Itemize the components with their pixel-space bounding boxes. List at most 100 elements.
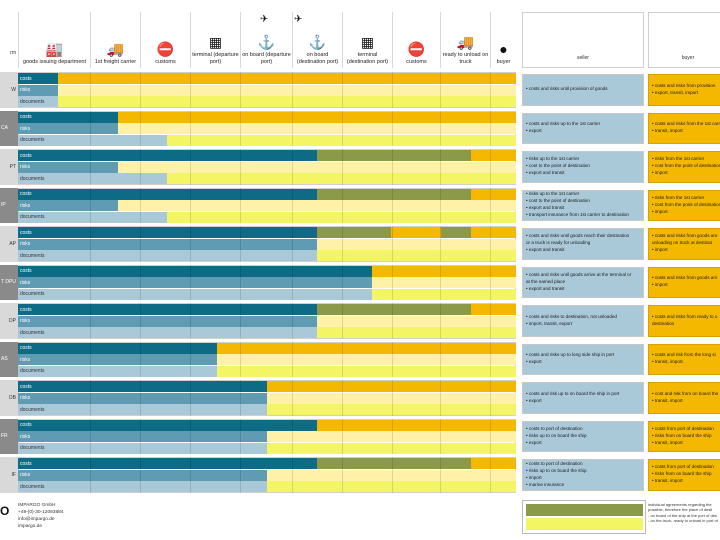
- column-header-label: customs: [155, 58, 176, 65]
- legend-documents-swatch: [526, 518, 643, 530]
- column-divider: [342, 341, 343, 377]
- column-divider: [190, 303, 191, 339]
- column-divider: [140, 303, 141, 339]
- column-divider: [292, 303, 293, 339]
- column-divider: [342, 110, 343, 146]
- anchor-icon: ⚓: [308, 34, 327, 51]
- obligation-line: • risks from on board the ship: [652, 471, 712, 477]
- seller-obligations: • costs and risks until provision of goo…: [522, 74, 644, 106]
- risks-bar-label: risks: [20, 433, 31, 440]
- column-divider: [140, 226, 141, 262]
- obligation-line: • transport insurance from 1st carrier t…: [526, 212, 629, 218]
- obligation-line: unloading on truck at destinat: [652, 240, 713, 246]
- column-divider: [440, 226, 441, 262]
- shared-segment: [316, 188, 472, 200]
- costs-bar-buyer: [57, 73, 516, 84]
- risks-bar-label: risks: [20, 395, 31, 401]
- risks-bar-buyer: [117, 123, 516, 134]
- column-header-label: terminal (destination port): [346, 52, 389, 65]
- costs-bar-label: costs: [20, 75, 32, 82]
- column-divider: [490, 303, 491, 339]
- column-divider: [342, 264, 343, 300]
- column-header-8: ⛔ customs: [392, 12, 440, 68]
- obligation-line: at the named place: [526, 278, 566, 284]
- person-icon: ●: [499, 40, 508, 57]
- column-divider: [190, 187, 191, 223]
- column-divider: [440, 264, 441, 300]
- column-divider: [392, 341, 393, 377]
- column-divider: [240, 72, 241, 108]
- column-divider: [90, 380, 91, 416]
- obligation-line: • costs and risks from the 1st carr: [652, 121, 720, 127]
- obligation-line: • costs and risks to destination, not un…: [526, 313, 617, 319]
- column-divider: [440, 341, 441, 377]
- obligation-line: • export: [526, 128, 542, 134]
- costs-bar-seller: [18, 73, 58, 84]
- obligation-line: destination: [652, 320, 675, 326]
- column-divider: [292, 264, 293, 300]
- column-divider: [392, 226, 393, 262]
- column-divider: [240, 264, 241, 300]
- obligation-line: • export: [526, 359, 542, 365]
- risks-bar-seller: [18, 200, 118, 211]
- column-divider: [190, 380, 191, 416]
- column-divider: [90, 264, 91, 300]
- column-divider: [190, 264, 191, 300]
- seller-column-header: seller: [522, 12, 644, 68]
- no-entry-icon: ⛔: [407, 40, 426, 57]
- obligation-line: • costs and risks until provision of goo…: [526, 86, 608, 92]
- costs-bar-seller: [18, 265, 372, 277]
- documents-bar-buyer: [217, 365, 516, 377]
- obligation-line: • risks up to the 1st carrier: [526, 156, 580, 162]
- column-header-label: on board (destination port): [296, 52, 339, 65]
- email-link[interactable]: info@impargo.de: [18, 516, 55, 522]
- costs-bar-label: costs: [20, 114, 32, 120]
- seller-obligations: • costs and risks to destination, not un…: [522, 305, 644, 337]
- column-divider: [292, 418, 293, 454]
- documents-bar-buyer: [167, 134, 516, 146]
- buyer-obligations: • costs and risk from the long si • trans…: [648, 343, 720, 375]
- column-header-9: 🚚 ready to unload on truck: [440, 12, 490, 68]
- seller-obligations: • risks up to the 1st carrier • cost to t…: [522, 151, 644, 183]
- documents-bar-label: documents: [20, 214, 45, 220]
- obligation-line: • import: [652, 208, 668, 214]
- column-divider: [392, 418, 393, 454]
- documents-bar-seller: [18, 173, 168, 184]
- costs-bar-buyer: [217, 342, 516, 354]
- column-divider: [440, 303, 441, 339]
- column-divider: [190, 226, 191, 262]
- risks-bar-buyer: [57, 84, 516, 96]
- costs-bar-label: costs: [20, 422, 32, 428]
- column-divider: [240, 457, 241, 493]
- column-divider: [240, 149, 241, 185]
- seller-obligations: • costs and risk up to on board the ship…: [522, 382, 644, 414]
- buyer-obligations: • costs and risks from the 1st carr • tra…: [648, 112, 720, 144]
- risks-bar-buyer: [117, 200, 516, 211]
- costs-bar-label: costs: [20, 152, 32, 159]
- obligation-line: • costs and risks from provision: [652, 82, 716, 88]
- column-divider: [342, 226, 343, 262]
- website-link[interactable]: impargo.de: [18, 523, 42, 529]
- risks-bar-buyer: [267, 431, 516, 442]
- seller-obligations: • costs to port of destination • risks up…: [522, 459, 644, 491]
- airplane-icon: ✈: [260, 14, 269, 25]
- costs-bar-seller: [18, 150, 317, 161]
- documents-bar-seller: [18, 288, 372, 300]
- buyer-obligations: • cost and risk from on board the • trans…: [648, 382, 720, 414]
- costs-bar-seller: [18, 342, 218, 354]
- column-divider: [392, 264, 393, 300]
- column-header-10: ● buyer: [490, 12, 516, 68]
- risks-bar-buyer: [267, 392, 516, 404]
- column-divider: [440, 418, 441, 454]
- seller-obligations: • costs and risks up to the 1st carrier •…: [522, 112, 644, 144]
- column-divider: [190, 110, 191, 146]
- costs-bar-seller: [18, 419, 317, 431]
- shared-segment: [316, 304, 472, 315]
- buyer-obligations: • costs and risks from goods are unloadi…: [648, 228, 720, 260]
- obligation-line: • costs and risks up to the 1st carrier: [526, 121, 601, 127]
- documents-bar-label: documents: [20, 329, 45, 336]
- costs-bar-seller: [18, 381, 267, 392]
- obligation-line: • costs and risks up to long side ship i…: [526, 352, 615, 358]
- risks-bar-label: risks: [20, 318, 31, 324]
- documents-bar-label: documents: [20, 368, 45, 374]
